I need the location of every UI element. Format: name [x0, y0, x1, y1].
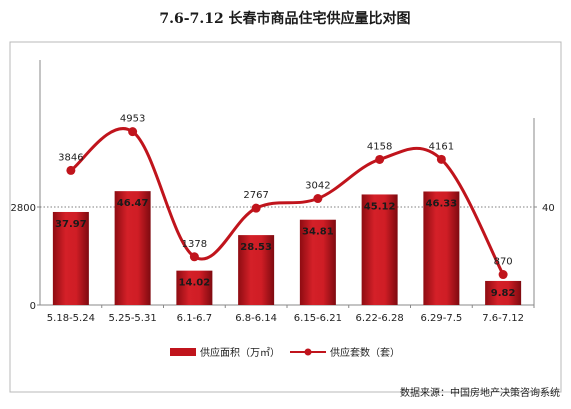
x-tick-label: 6.22-6.28 — [356, 313, 404, 324]
x-tick-label: 5.18-5.24 — [47, 313, 95, 324]
y-left-tick-label: 2800 — [11, 203, 36, 214]
source-note: 数据来源：中国房地产决策咨询系统 — [400, 386, 560, 399]
line-data-label: 1378 — [182, 239, 207, 250]
line-point — [251, 203, 261, 213]
bar-data-label: 14.02 — [179, 278, 211, 289]
bar-data-label: 46.47 — [117, 198, 149, 209]
line-series — [66, 127, 508, 280]
x-tick-label: 7.6-7.12 — [482, 313, 524, 324]
line-point — [375, 154, 385, 164]
y-left-tick-label: 0 — [30, 301, 36, 312]
bar — [361, 194, 398, 305]
bar-data-label: 9.82 — [491, 288, 516, 299]
line-point — [66, 165, 76, 175]
line-point — [498, 270, 508, 280]
x-tick-label: 6.8-6.14 — [235, 313, 277, 324]
legend-line-marker — [304, 348, 312, 356]
x-tick-label: 5.25-5.31 — [109, 313, 157, 324]
data-labels: 37.97 46.47 14.02 28.53 34.81 45.12 46.33 9.82 3… — [55, 114, 515, 299]
line-data-label: 2767 — [243, 190, 268, 201]
y-right-tick-label: 40 — [542, 203, 555, 214]
bar — [114, 191, 151, 305]
bar — [52, 211, 89, 305]
line-point — [313, 194, 323, 204]
legend: 供应面积（万㎡） 供应套数（套） — [170, 346, 400, 359]
bar — [423, 191, 460, 305]
line-data-label: 4953 — [120, 114, 145, 125]
axes: 0 2800 40 5.18-5.24 5.25-5.31 6.1-6.7 6.8-6.14… — [11, 60, 555, 324]
line-point — [436, 154, 446, 164]
bar — [176, 270, 213, 305]
bar — [299, 219, 336, 305]
bar — [485, 280, 522, 305]
line-point — [128, 127, 138, 137]
line-data-label: 4158 — [367, 141, 392, 152]
bar-data-label: 37.97 — [55, 219, 87, 230]
line-data-label: 3846 — [58, 152, 83, 163]
x-tick-label: 6.15-6.21 — [294, 313, 342, 324]
line-data-label: 4161 — [429, 141, 454, 152]
bar-data-label: 28.53 — [240, 242, 272, 253]
legend-line-label: 供应套数（套） — [330, 346, 400, 359]
x-tick-label: 6.29-7.5 — [420, 313, 462, 324]
chart-title: 7.6-7.12 长春市商品住宅供应量比对图 — [159, 10, 410, 27]
line-data-label: 3042 — [305, 181, 330, 192]
line-data-label: 870 — [494, 257, 513, 268]
bar-data-label: 45.12 — [364, 201, 396, 212]
x-tick-label: 6.1-6.7 — [177, 313, 212, 324]
plot-frame — [9, 41, 562, 393]
bar-data-label: 46.33 — [426, 198, 458, 209]
bar-data-label: 34.81 — [302, 227, 334, 238]
line-point — [189, 252, 199, 262]
bar — [238, 235, 275, 305]
legend-bar-swatch — [170, 348, 196, 356]
legend-bar-label: 供应面积（万㎡） — [200, 346, 280, 359]
bar-series — [52, 191, 522, 305]
